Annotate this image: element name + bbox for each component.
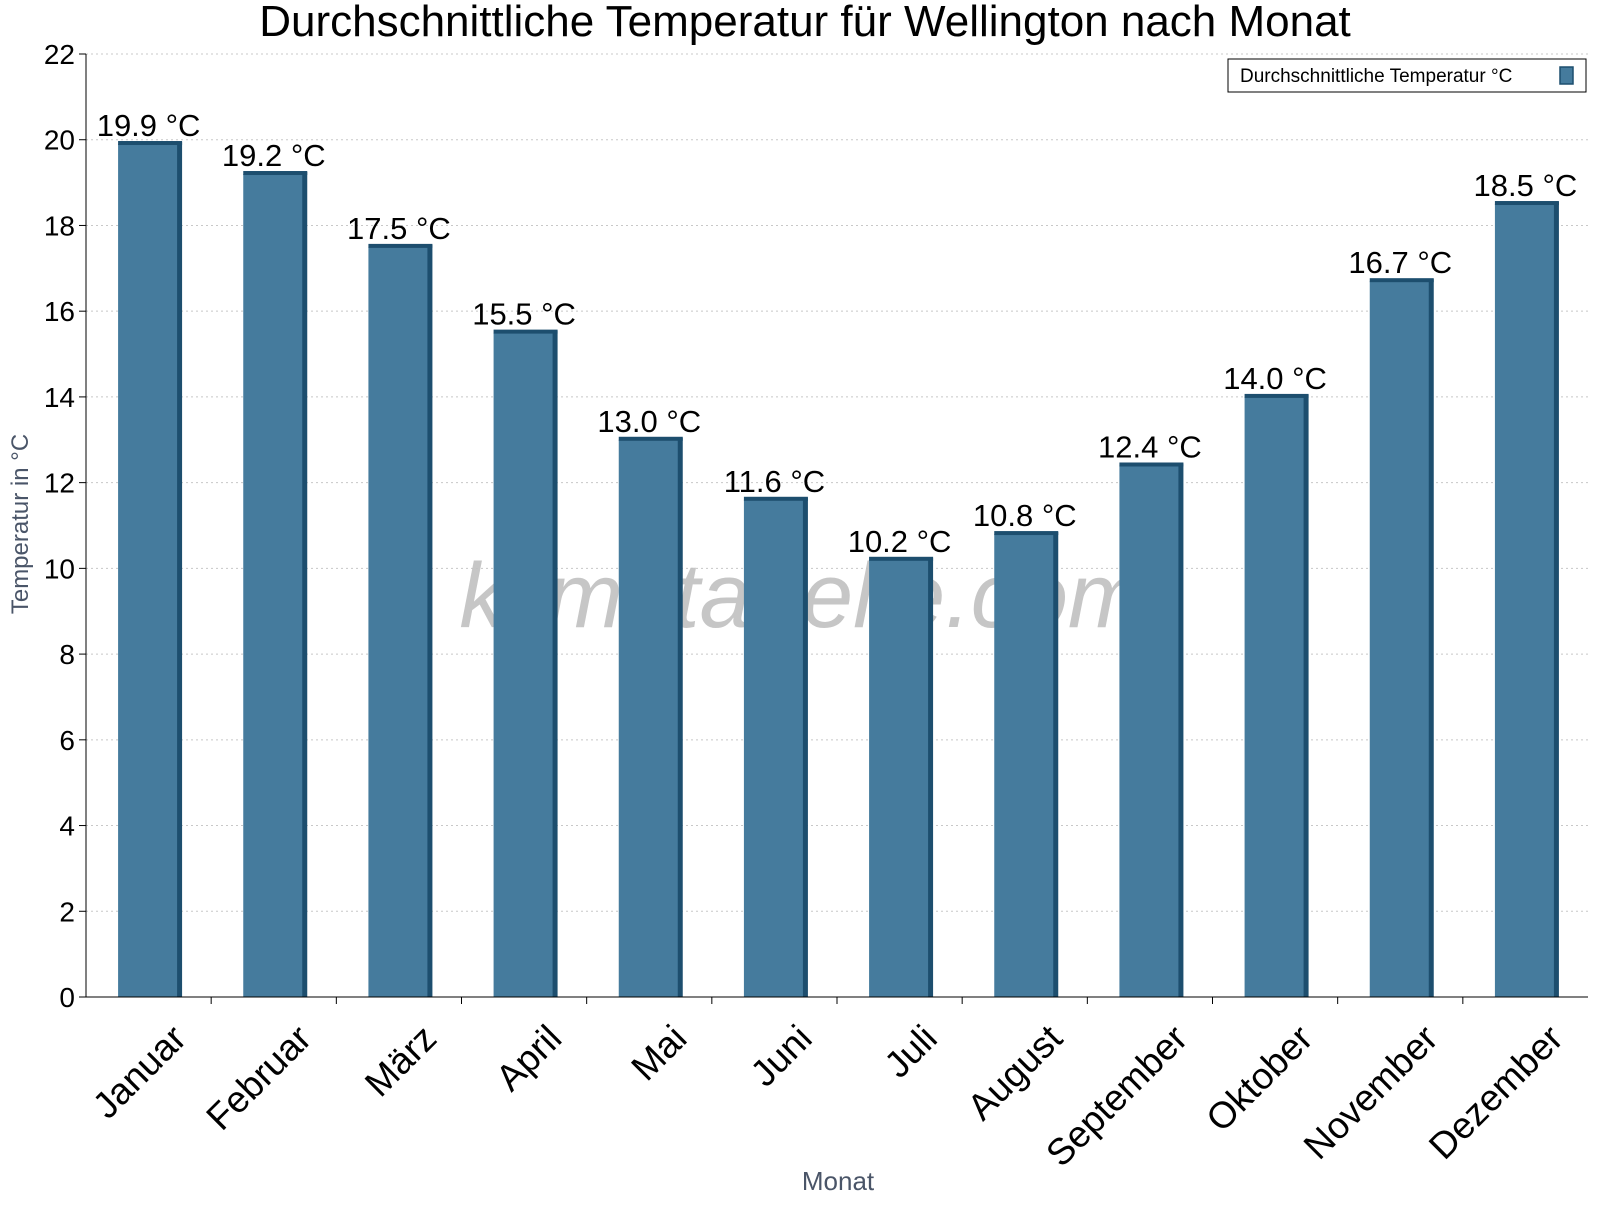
bar xyxy=(869,559,929,997)
y-tick-label: 14 xyxy=(44,382,75,413)
x-tick-label: Juni xyxy=(743,1017,820,1094)
data-label: 10.8 °C xyxy=(973,498,1077,533)
bar-side xyxy=(676,437,683,998)
x-tick-label: Februar xyxy=(198,1017,319,1138)
bar-side xyxy=(1177,463,1184,997)
data-label: 15.5 °C xyxy=(472,297,576,332)
bar-side xyxy=(1552,202,1559,998)
gridlines xyxy=(86,53,1588,912)
x-tick-label: November xyxy=(1296,1017,1446,1167)
bar-top xyxy=(869,556,934,561)
bar xyxy=(743,499,803,997)
bar xyxy=(243,174,303,997)
data-label: 13.0 °C xyxy=(597,404,701,439)
y-tick-label: 12 xyxy=(44,468,75,499)
y-axis-title: Temperatur in °C xyxy=(7,434,34,614)
bar xyxy=(1244,396,1304,998)
y-tick-label: 8 xyxy=(59,639,75,670)
x-tick-label: Mai xyxy=(623,1017,694,1088)
x-tick-label: Juli xyxy=(877,1017,945,1085)
bar-top xyxy=(1244,393,1309,398)
y-tick-label: 18 xyxy=(44,210,75,241)
legend-label: Durchschnittliche Temperatur °C xyxy=(1240,66,1512,87)
x-tick-label: August xyxy=(960,1017,1071,1128)
bar xyxy=(1119,465,1179,997)
bar-side xyxy=(426,244,433,998)
x-tick-label: Dezember xyxy=(1421,1017,1571,1167)
bar-top xyxy=(118,141,183,146)
chart-title: Durchschnittliche Temperatur für Welling… xyxy=(259,0,1351,46)
bar-side xyxy=(927,557,934,997)
bar xyxy=(493,332,553,997)
bar-side xyxy=(551,330,558,997)
bar-side xyxy=(1427,279,1434,998)
bar-top xyxy=(1494,201,1559,206)
y-tick-label: 22 xyxy=(44,39,75,70)
bar xyxy=(994,534,1054,997)
bar-side xyxy=(301,172,308,997)
bar-top xyxy=(493,329,558,334)
y-tick-label: 16 xyxy=(44,296,75,327)
data-label: 16.7 °C xyxy=(1348,245,1452,280)
bar-side xyxy=(1302,394,1309,998)
bar-top xyxy=(243,171,308,176)
x-axis-title: Monat xyxy=(802,1166,875,1196)
bar xyxy=(618,439,678,998)
bar-side xyxy=(1052,532,1059,997)
y-tick-label: 20 xyxy=(44,125,75,156)
bar-top xyxy=(368,243,433,248)
y-tick-label: 4 xyxy=(59,811,75,842)
data-label: 17.5 °C xyxy=(347,211,451,246)
x-tick-label: Januar xyxy=(85,1017,194,1126)
bar-top xyxy=(1369,278,1434,283)
bar-side xyxy=(801,497,808,997)
bar-top xyxy=(1119,462,1184,467)
data-label: 19.9 °C xyxy=(97,108,201,143)
bar-top xyxy=(994,531,1059,536)
x-tick-label: März xyxy=(357,1017,444,1104)
data-label: 14.0 °C xyxy=(1223,361,1327,396)
data-label: 10.2 °C xyxy=(848,524,952,559)
x-tick-label: Oktober xyxy=(1198,1017,1320,1139)
bar xyxy=(1369,281,1429,998)
data-label: 11.6 °C xyxy=(724,464,825,499)
bar-side xyxy=(176,142,183,997)
y-tick-label: 0 xyxy=(59,982,75,1013)
y-tick-label: 6 xyxy=(59,725,75,756)
y-tick-label: 10 xyxy=(44,553,75,584)
data-label: 18.5 °C xyxy=(1474,168,1578,203)
x-tick-label: April xyxy=(488,1017,569,1098)
data-label: 19.2 °C xyxy=(222,138,326,173)
bar-top xyxy=(618,436,683,441)
y-tick-label: 2 xyxy=(59,896,75,927)
data-labels: 19.9 °C 19.2 °C 17.5 °C 15.5 °C 13.0 °C 11.6 … xyxy=(97,108,1578,559)
bar xyxy=(368,246,428,998)
legend: Durchschnittliche Temperatur °C xyxy=(1227,58,1587,93)
bars xyxy=(118,141,1559,998)
bar xyxy=(118,144,178,997)
legend-swatch xyxy=(1559,66,1574,85)
bar xyxy=(1494,204,1554,998)
data-label: 12.4 °C xyxy=(1098,429,1202,464)
bar-top xyxy=(743,496,808,501)
legend-box xyxy=(1227,58,1587,93)
